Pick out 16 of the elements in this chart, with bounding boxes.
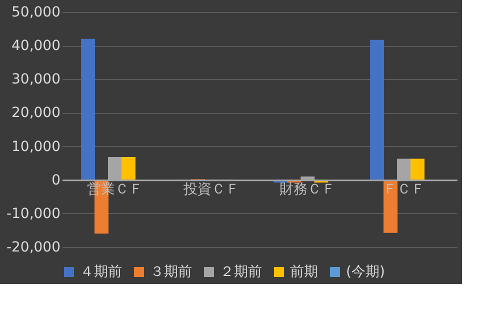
x-tick-label: 投資ＣＦ	[182, 181, 240, 198]
x-tick-label: ＦＣＦ	[383, 181, 426, 198]
y-tick-label: 0	[52, 172, 60, 188]
legend-label: (今期)	[346, 264, 385, 280]
y-tick-label: 40,000	[12, 38, 60, 54]
y-tick-label: 10,000	[12, 138, 60, 155]
legend-label: ２期前	[220, 264, 262, 280]
y-tick-label: 20,000	[12, 105, 60, 122]
x-tick-label: 財務ＣＦ	[280, 181, 336, 198]
legend-label: 前期	[290, 264, 318, 280]
legend-label: ３期前	[150, 264, 192, 280]
y-tick-label: -10,000	[6, 206, 60, 222]
legend-label: ４期前	[80, 264, 122, 280]
y-tick-label: 30,000	[12, 72, 60, 88]
y-tick-label: -20,000	[6, 240, 60, 256]
y-tick-label: 50,000	[12, 4, 60, 20]
